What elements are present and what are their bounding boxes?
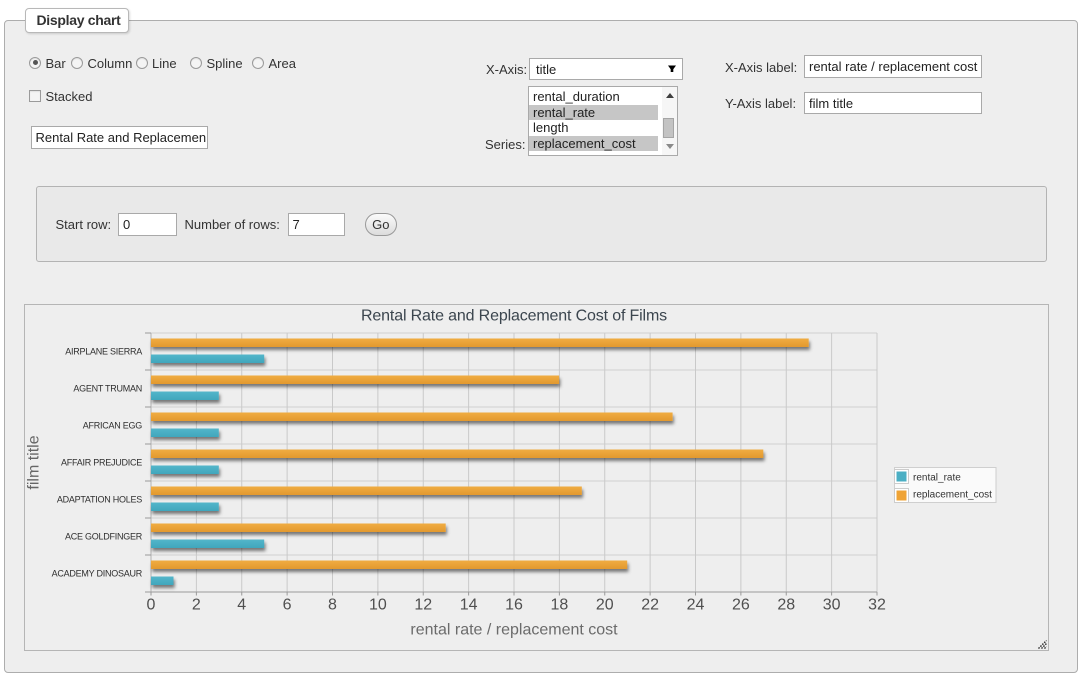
svg-text:replacement_cost: replacement_cost: [913, 490, 992, 501]
svg-text:ACE GOLDFINGER: ACE GOLDFINGER: [65, 531, 143, 541]
svg-text:18: 18: [550, 597, 568, 614]
svg-text:Rental Rate and Replacement Co: Rental Rate and Replacement Cost of Film…: [361, 307, 667, 324]
svg-text:ACADEMY DINOSAUR: ACADEMY DINOSAUR: [52, 568, 143, 578]
svg-text:14: 14: [460, 597, 478, 614]
svg-text:22: 22: [641, 597, 659, 614]
svg-text:28: 28: [777, 597, 795, 614]
svg-text:0: 0: [147, 597, 156, 614]
svg-text:30: 30: [823, 597, 841, 614]
svg-text:20: 20: [596, 597, 614, 614]
svg-text:AFFAIR PREJUDICE: AFFAIR PREJUDICE: [61, 457, 142, 467]
svg-text:AGENT TRUMAN: AGENT TRUMAN: [73, 383, 142, 393]
svg-text:ADAPTATION HOLES: ADAPTATION HOLES: [57, 494, 142, 504]
svg-text:32: 32: [868, 597, 886, 614]
svg-text:16: 16: [505, 597, 523, 614]
svg-text:film title: film title: [26, 435, 43, 489]
svg-text:rental_rate: rental_rate: [913, 473, 961, 484]
svg-text:2: 2: [192, 597, 201, 614]
svg-text:6: 6: [283, 597, 292, 614]
svg-text:rental rate / replacement cost: rental rate / replacement cost: [410, 622, 618, 639]
svg-text:26: 26: [732, 597, 750, 614]
svg-text:8: 8: [328, 597, 337, 614]
svg-text:AFRICAN EGG: AFRICAN EGG: [83, 420, 143, 430]
svg-text:10: 10: [369, 597, 387, 614]
svg-text:24: 24: [687, 597, 705, 614]
svg-text:12: 12: [414, 597, 432, 614]
svg-text:AIRPLANE SIERRA: AIRPLANE SIERRA: [65, 346, 142, 356]
svg-text:4: 4: [237, 597, 246, 614]
